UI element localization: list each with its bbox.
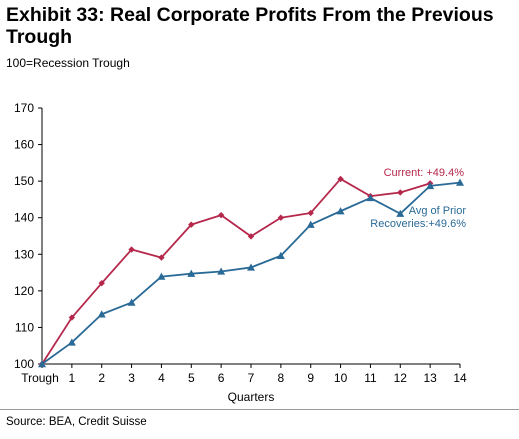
y-tick-label: 150 [14,174,34,188]
x-tick-label: 9 [307,371,314,385]
data-point [307,209,314,217]
data-point [426,181,435,190]
x-tick-label: 5 [188,371,195,385]
data-point [128,246,135,253]
x-tick-label: 10 [334,371,348,385]
data-point [127,298,136,306]
data-point [366,193,375,202]
series-line-1 [41,178,431,365]
y-tick-label: 130 [14,247,34,261]
y-tick-label: 160 [14,138,34,152]
x-tick-label: 11 [364,371,377,385]
series-label-prior-avg: Avg of Prior Recoveries:+49.6% [370,205,466,230]
y-tick-label: 110 [15,320,34,334]
data-point [158,254,165,261]
data-point [38,360,46,368]
x-tick-label: 13 [423,371,437,385]
footer-divider [0,409,519,410]
x-tick-label: 2 [98,371,105,385]
data-point [97,310,106,318]
data-point [98,279,105,287]
y-tick-label: 100 [14,357,34,371]
x-tick-label: 6 [218,371,225,385]
series-line-2 [41,181,461,365]
data-point [396,209,405,217]
source-note: Source: BEA, Credit Suisse [6,416,147,428]
data-point [397,189,404,196]
y-tick-label: 170 [14,101,34,115]
data-point [337,175,344,183]
x-tick-label: 1 [69,371,76,385]
x-tick-label: 8 [278,371,285,385]
data-point [68,314,76,321]
data-point [217,211,225,219]
x-tick-label: 4 [158,371,165,385]
data-point [217,267,226,275]
data-point [157,272,166,280]
data-point [306,220,315,228]
x-tick-label: 7 [248,371,255,385]
data-point [247,233,255,240]
x-tick-label: Trough [21,371,59,385]
data-point [336,207,345,215]
data-point [188,221,195,228]
y-tick-label: 120 [14,284,34,298]
y-tick-label: 140 [14,211,34,225]
chart-subtitle: 100=Recession Trough [6,56,130,70]
x-tick-label: 3 [128,371,135,385]
chart-title: Exhibit 33: Real Corporate Profits From … [6,4,494,48]
x-tick-label: 12 [394,371,408,385]
data-point [277,214,285,221]
x-tick-label: 14 [453,371,467,385]
data-point [247,263,255,271]
data-point [187,269,196,277]
data-point [67,338,76,346]
data-point [456,178,464,186]
x-axis-label: Quarters [228,390,275,404]
data-point [276,251,285,259]
series-label-current: Current: +49.4% [384,167,465,179]
